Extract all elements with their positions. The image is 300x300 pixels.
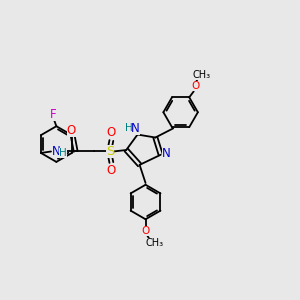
Text: O: O: [141, 226, 150, 236]
Text: S: S: [106, 145, 114, 158]
Text: F: F: [50, 108, 56, 122]
Text: CH₃: CH₃: [193, 70, 211, 80]
Text: O: O: [107, 164, 116, 177]
Text: N: N: [52, 145, 61, 158]
Text: O: O: [107, 126, 116, 139]
Text: H: H: [59, 148, 67, 158]
Text: CH₃: CH₃: [146, 238, 164, 248]
Text: O: O: [191, 81, 199, 91]
Text: O: O: [67, 124, 76, 136]
Text: N: N: [162, 147, 171, 160]
Text: H: H: [125, 123, 133, 133]
Text: N: N: [131, 122, 140, 134]
